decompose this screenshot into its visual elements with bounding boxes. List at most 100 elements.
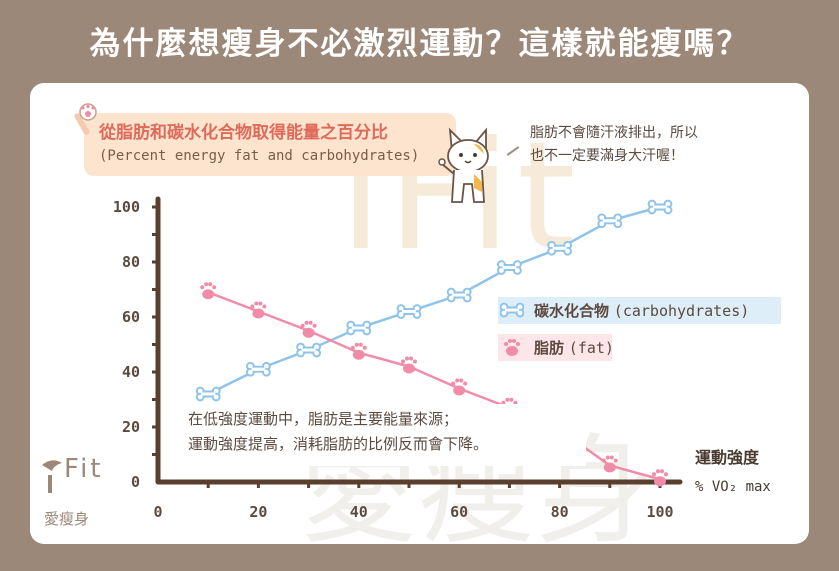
- fat-point: [601, 455, 618, 473]
- paw-toe: [308, 320, 313, 325]
- axis-lines: [155, 196, 683, 485]
- x-tick-label: 60: [450, 503, 468, 521]
- paw-icon: [74, 103, 97, 135]
- chart-axes: [152, 196, 683, 488]
- bone-fill: [402, 310, 416, 313]
- chart-ticks: 0 20 40 60 80 100 0 20 40 60 80 100: [113, 198, 674, 521]
- x-tick-label: 20: [249, 503, 267, 521]
- fat-point: [300, 320, 317, 338]
- paw-toe: [304, 320, 309, 325]
- paw-toe: [254, 301, 259, 306]
- paw-toe: [656, 469, 660, 474]
- x-tick-label: 80: [551, 503, 569, 521]
- legend-carb-label: 碳水化合物 (carbohydrates): [534, 300, 749, 321]
- bone-fill: [452, 293, 467, 297]
- paw-toe: [516, 342, 520, 346]
- bone-fill: [301, 348, 316, 352]
- y-tick-label: 40: [122, 363, 140, 381]
- bird-icon: [42, 460, 62, 493]
- legend-fat-name-en: (fat): [568, 339, 614, 357]
- chart-subtitle: (Percent energy fat and carbohydrates): [99, 148, 420, 164]
- bone-fill: [502, 266, 517, 269]
- paw-pad: [603, 462, 616, 473]
- paw-pad: [506, 346, 518, 356]
- bone-fill: [505, 308, 519, 312]
- paw-toe: [405, 356, 409, 361]
- paw-toe: [509, 397, 514, 402]
- bone-fill: [351, 326, 366, 330]
- paw-toe: [362, 345, 367, 350]
- chart-marks: [195, 199, 673, 487]
- paw-toe: [601, 458, 606, 463]
- paw-toe: [613, 458, 618, 463]
- paw-toe: [401, 359, 405, 364]
- legend-bone-mark: [500, 302, 524, 318]
- chart-note-line1: 在低強度運動中，脂肪是主要能量來源；: [188, 410, 459, 428]
- paw-toe: [350, 345, 355, 350]
- carb-point: [346, 320, 372, 336]
- carb-point: [446, 287, 472, 303]
- paw-toe: [262, 304, 267, 309]
- x-tick-label: 0: [153, 503, 162, 521]
- paw-toe: [501, 400, 506, 405]
- x-tick-label: 40: [350, 503, 368, 521]
- paw-toe: [258, 301, 263, 306]
- logo-subtext: 愛瘦身: [44, 510, 90, 528]
- carb-point: [597, 213, 623, 229]
- paw-toe: [354, 342, 359, 347]
- paw-pad: [252, 308, 265, 319]
- paw-toe: [512, 339, 516, 343]
- cat-note-line2: 也不一定要滿身大汗喔！: [530, 148, 684, 164]
- x-tick-label: 100: [646, 503, 673, 521]
- paw-pad: [352, 349, 365, 360]
- paw-toe: [505, 397, 510, 402]
- paw-toe: [409, 356, 413, 361]
- paw-toe: [660, 469, 664, 474]
- paw-toe: [455, 378, 460, 383]
- carb-point: [647, 199, 673, 215]
- carb-point: [195, 386, 221, 402]
- paw-pad: [403, 363, 415, 374]
- legend-bone-icon: [500, 302, 524, 318]
- legend-paw-mark: [504, 339, 520, 356]
- paw-toe: [609, 455, 614, 460]
- page-title: 為什麼想瘦身不必激烈運動？這樣就能瘦嗎？: [89, 26, 750, 62]
- paw-toe: [208, 282, 213, 287]
- cat-icon: [438, 127, 489, 203]
- paw-toe: [504, 342, 508, 346]
- cat-note-line1: 脂肪不會隨汗液排出，所以: [530, 125, 698, 141]
- fat-point: [200, 282, 217, 300]
- chart-note: 在低強度運動中，脂肪是主要能量來源； 運動強度提高，消耗脂肪的比例反而會下降。: [178, 404, 586, 466]
- paw-pad: [302, 327, 315, 338]
- paw-toe: [413, 359, 417, 364]
- paw-toe: [451, 381, 456, 386]
- x-axis-unit: % VO₂ max: [695, 479, 771, 495]
- paw-toe: [459, 378, 464, 383]
- legend-fat-name: 脂肪: [534, 339, 565, 357]
- legend-carb-name: 碳水化合物: [534, 302, 610, 320]
- chart-title-box: [84, 113, 456, 176]
- paw-toe: [250, 304, 255, 309]
- paw-toe: [212, 285, 217, 290]
- paw-pad: [202, 289, 215, 300]
- carb-point: [296, 342, 322, 358]
- y-tick-label: 0: [131, 473, 140, 491]
- legend-carb-name-en: (carbohydrates): [613, 302, 750, 320]
- paw-toe: [200, 285, 205, 290]
- bone-fill: [653, 205, 667, 209]
- fat-point: [652, 469, 668, 487]
- paw-toe: [358, 342, 363, 347]
- fat-point: [250, 301, 267, 319]
- paw-toe: [513, 400, 518, 405]
- legend-paw-icon: [504, 339, 520, 356]
- paw-toe: [664, 472, 668, 477]
- chart-title: 從脂肪和碳水化合物取得能量之百分比: [99, 123, 388, 143]
- paw-toe: [652, 472, 656, 477]
- paw-pad: [654, 476, 666, 487]
- legend-fat-bg: [498, 334, 612, 361]
- legend-carb-bg: [498, 297, 781, 324]
- fat-point: [451, 378, 468, 396]
- bone-fill: [552, 246, 567, 250]
- paw-toe: [312, 323, 317, 328]
